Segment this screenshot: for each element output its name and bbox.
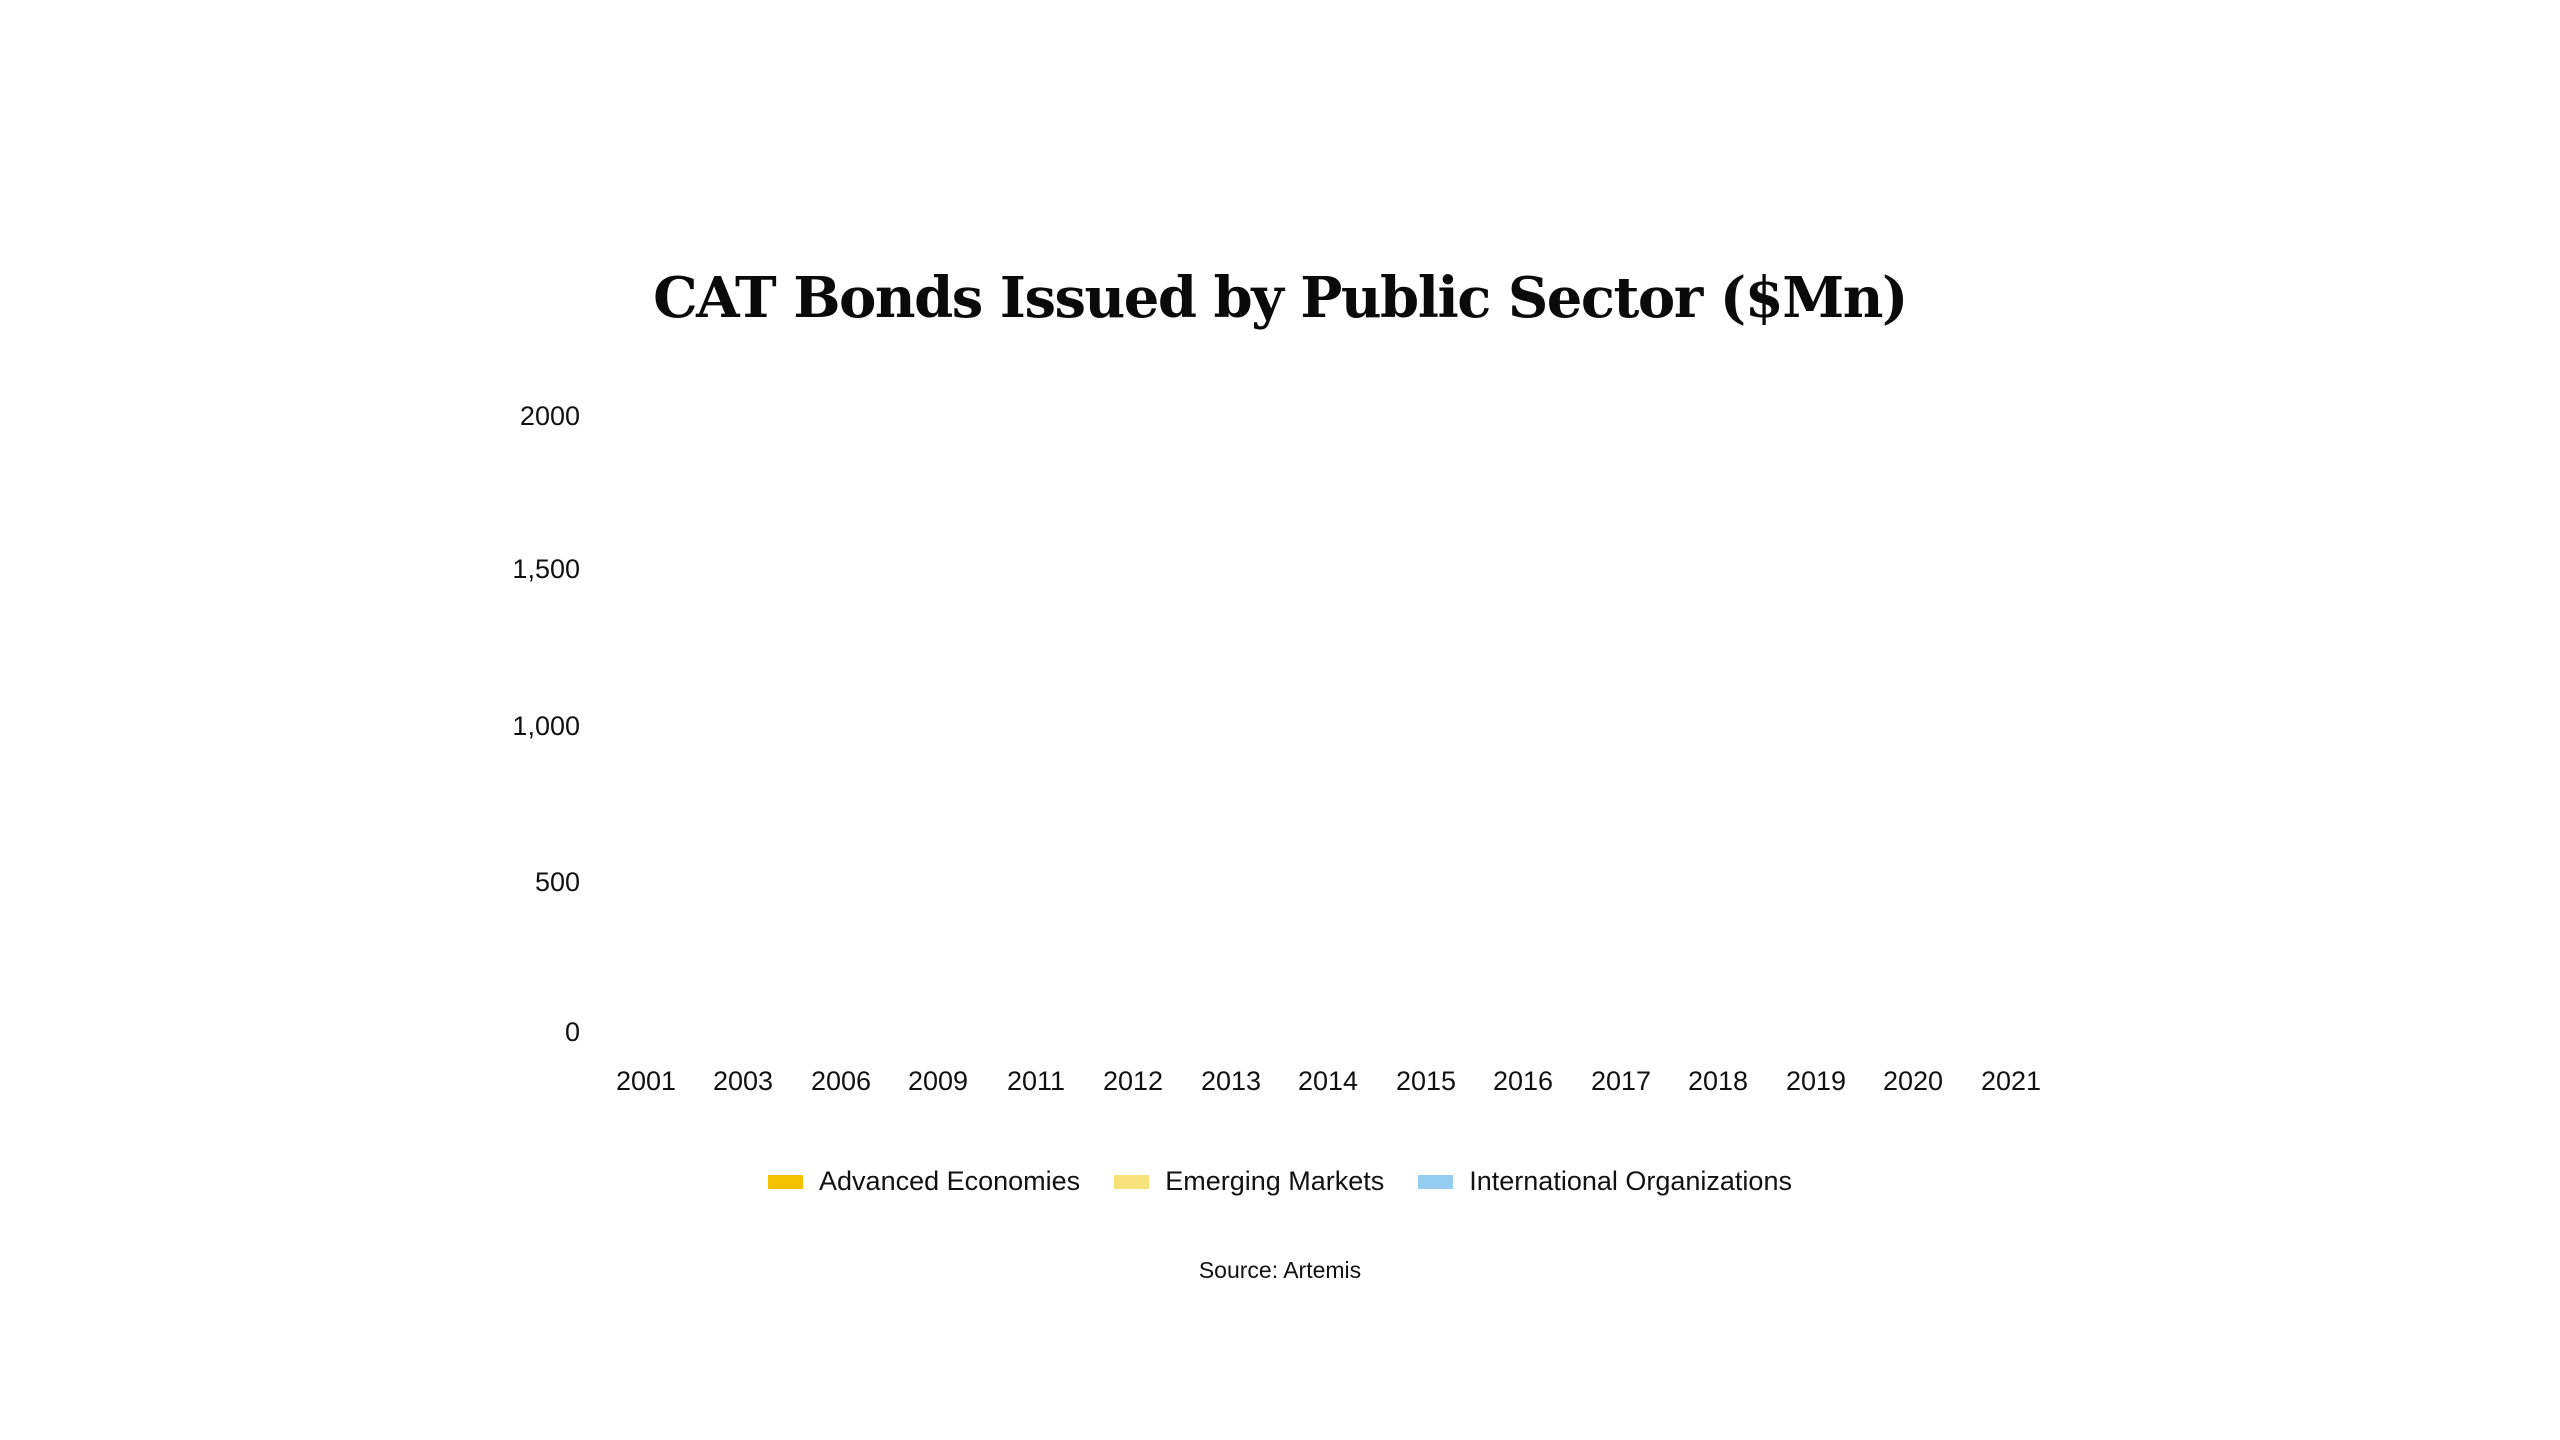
x-tick-label: 2019	[1785, 1066, 1847, 1096]
legend-item-emerging-markets[interactable]: Emerging Markets	[1114, 1166, 1384, 1197]
x-tick-label: 2013	[1200, 1066, 1262, 1096]
legend-label: International Organizations	[1469, 1166, 1792, 1196]
x-tick-label: 2014	[1297, 1066, 1359, 1096]
x-tick-label: 2006	[810, 1066, 872, 1096]
y-tick-label: 1,000	[512, 711, 580, 741]
legend-item-advanced-economies[interactable]: Advanced Economies	[768, 1166, 1080, 1197]
x-tick-label: 2020	[1882, 1066, 1944, 1096]
legend-swatch-icon	[768, 1174, 804, 1189]
x-tick-label: 2021	[1980, 1066, 2042, 1096]
x-tick-label: 2009	[907, 1066, 969, 1096]
x-tick-label: 2016	[1492, 1066, 1554, 1096]
legend-swatch-icon	[1418, 1174, 1454, 1189]
chart-title: CAT Bonds Issued by Public Sector ($Mn)	[653, 265, 1908, 331]
plot-area	[600, 425, 2060, 1032]
y-tick-label: 500	[534, 867, 580, 897]
x-tick-label: 2011	[1006, 1066, 1066, 1096]
legend-label: Advanced Economies	[819, 1166, 1081, 1196]
x-tick-label: 2015	[1395, 1066, 1457, 1096]
x-tick-label: 2018	[1687, 1066, 1749, 1096]
legend-item-international-organizations[interactable]: International Organizations	[1418, 1166, 1792, 1197]
source-note: Source: Artemis	[1198, 1257, 1362, 1283]
x-tick-label: 2003	[712, 1066, 774, 1096]
y-tick-label: 2000	[519, 401, 580, 431]
y-tick-label: 0	[564, 1017, 580, 1047]
y-tick-label: 1,500	[512, 554, 580, 584]
x-tick-label: 2012	[1102, 1066, 1164, 1096]
x-tick-label: 2017	[1590, 1066, 1652, 1096]
x-tick-label: 2001	[615, 1066, 677, 1096]
legend-label: Emerging Markets	[1165, 1166, 1385, 1196]
legend: Advanced Economies Emerging Markets Inte…	[0, 1166, 2560, 1197]
legend-swatch-icon	[1114, 1174, 1150, 1189]
